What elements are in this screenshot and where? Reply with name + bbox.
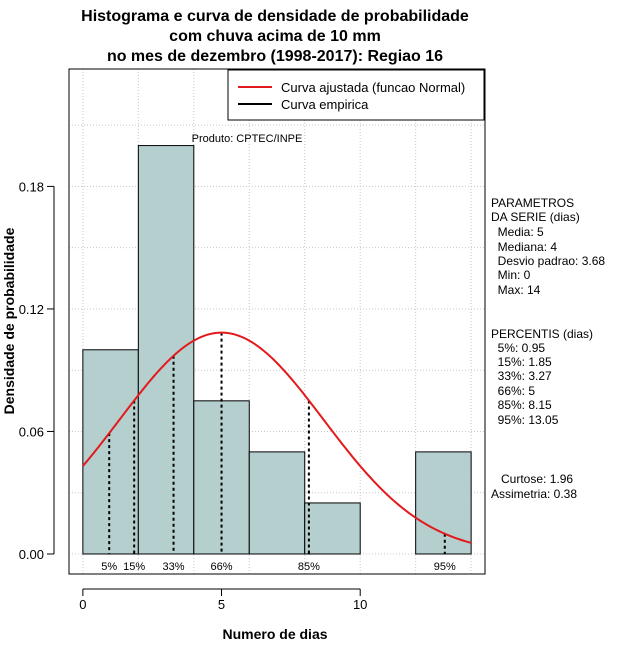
params-line: Desvio padrao: 3.68 (491, 254, 605, 268)
shape-stats-panel: Curtose: 1.96 Assimetria: 0.38 (491, 472, 577, 501)
percentis-line: 5%: 0.95 (491, 341, 545, 355)
params-line: Max: 14 (491, 283, 541, 297)
percentile-label: 95% (434, 561, 456, 573)
params-line: Media: 5 (491, 225, 544, 239)
percentile-label: 66% (211, 561, 233, 573)
percentile-label: 5% (101, 561, 117, 573)
title-line-2: com chuva acima de 10 mm (169, 28, 381, 45)
plot-border (68, 68, 486, 575)
product-credit: Produto: CPTEC/INPE (192, 133, 303, 145)
histogram-bar (82, 349, 139, 555)
legend-label-empirical: Curva empirica (281, 97, 369, 112)
percentis-line: 15%: 1.85 (491, 355, 552, 369)
percentile-lines: 5% 15% 33% 66% 85% 95% (101, 332, 456, 573)
skewness-line: Assimetria: 0.38 (491, 487, 577, 501)
percentis-line: 95%: 13.05 (491, 413, 559, 427)
params-line: Mediana: 4 (491, 240, 557, 254)
params-line: Min: 0 (491, 268, 531, 282)
axes: 0 5 10 0.00 0.06 0.12 0.18 (19, 179, 368, 612)
normal-fit-curve (82, 331, 472, 544)
x-tick-label: 0 (79, 597, 86, 612)
title-line-1: Histograma e curva de densidade de proba… (81, 8, 469, 25)
histogram-bar (248, 451, 306, 555)
y-tick-label: 0.00 (19, 547, 44, 562)
chart-title: Histograma e curva de densidade de proba… (81, 8, 469, 65)
legend-label-normal: Curva ajustada (funcao Normal) (281, 80, 465, 95)
percentile-label: 85% (298, 561, 320, 573)
params-line: DA SERIE (dias) (491, 210, 580, 224)
percentis-panel: PERCENTIS (dias) 5%: 0.95 15%: 1.85 33%:… (491, 327, 593, 427)
params-line: PARAMETROS (491, 196, 574, 210)
y-axis-title: Densidade de probabilidade (1, 227, 17, 414)
histogram-bar (304, 502, 361, 555)
x-tick-label: 10 (353, 597, 367, 612)
histogram-bar (137, 145, 195, 555)
percentile-label: 33% (163, 561, 185, 573)
kurtosis-line: Curtose: 1.96 (491, 472, 573, 486)
percentis-line: PERCENTIS (dias) (491, 327, 593, 341)
y-tick-label: 0.12 (19, 302, 44, 317)
percentis-line: 33%: 3.27 (491, 369, 552, 383)
percentile-label: 15% (123, 561, 145, 573)
percentis-line: 66%: 5 (491, 384, 535, 398)
histogram-bars (82, 145, 472, 555)
y-tick-label: 0.06 (19, 424, 44, 439)
percentis-line: 85%: 8.15 (491, 398, 552, 412)
histogram-bar (415, 451, 472, 555)
x-tick-label: 5 (218, 597, 225, 612)
legend-box (227, 69, 485, 121)
params-panel: PARAMETROS DA SERIE (dias) Media: 5 Medi… (491, 196, 605, 297)
legend: Curva ajustada (funcao Normal) Curva emp… (227, 69, 485, 121)
title-line-3: no mes de dezembro (1998-2017): Regiao 1… (107, 48, 443, 65)
y-tick-label: 0.18 (19, 179, 44, 194)
x-axis-title: Numero de dias (222, 626, 327, 642)
